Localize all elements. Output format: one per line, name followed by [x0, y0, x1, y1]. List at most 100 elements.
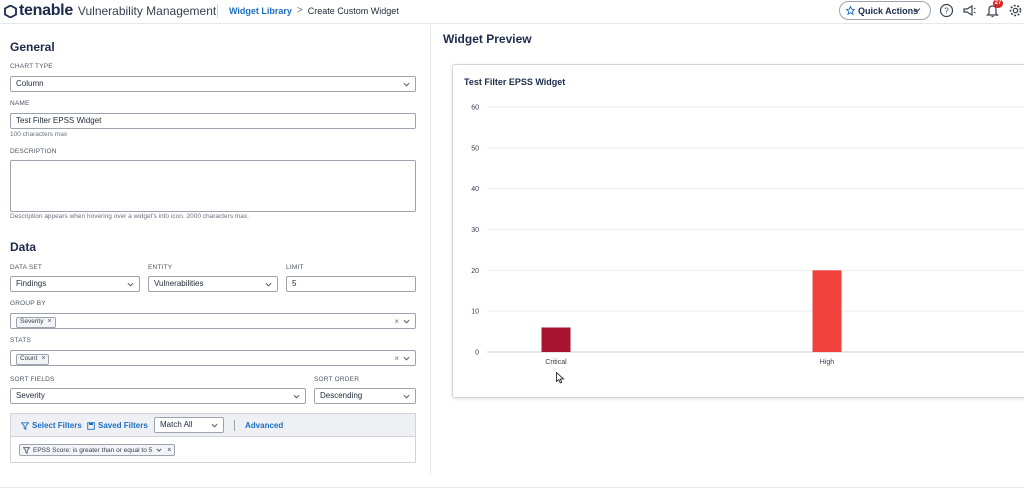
chevron-down-icon	[913, 8, 921, 13]
top-bar: tenable Vulnerability Management Widget …	[0, 0, 1024, 24]
data-set-value: Findings	[16, 279, 47, 288]
svg-text:?: ?	[944, 7, 949, 16]
chart-type-select[interactable]: Column	[10, 76, 416, 92]
quick-actions-button[interactable]: Quick Actions	[839, 1, 931, 20]
gear-icon[interactable]	[1008, 3, 1023, 18]
saved-filters-button[interactable]: Saved Filters	[87, 421, 148, 430]
help-icon[interactable]: ?	[939, 3, 954, 18]
advanced-filter-link[interactable]: Advanced	[245, 421, 283, 430]
tenable-logo[interactable]: tenable Vulnerability Management	[4, 2, 216, 20]
sort-fields-value: Severity	[16, 391, 45, 400]
chart-type-value: Column	[16, 79, 44, 88]
remove-chip-icon[interactable]: ×	[47, 318, 52, 325]
chevron-down-icon	[211, 423, 218, 428]
entity-value: Vulnerabilities	[154, 279, 204, 288]
clear-icon[interactable]: ×	[394, 317, 399, 326]
select-filters-label: Select Filters	[32, 421, 82, 430]
y-tick-label: 30	[471, 227, 479, 234]
y-tick-label: 60	[471, 105, 479, 112]
match-select-value: Match All	[160, 420, 193, 429]
chevron-down-icon	[403, 394, 410, 399]
entity-label: ENTITY	[148, 264, 173, 271]
data-set-select[interactable]: Findings	[10, 276, 140, 292]
sort-order-value: Descending	[320, 391, 363, 400]
limit-label: LIMIT	[286, 264, 304, 271]
description-label: DESCRIPTION	[10, 148, 57, 155]
stats-label: STATS	[10, 337, 31, 344]
bell-icon[interactable]	[985, 3, 1000, 18]
sort-fields-select[interactable]: Severity	[10, 388, 306, 404]
panel-divider	[430, 25, 431, 475]
footer-divider	[0, 487, 1024, 488]
x-tick-label: High	[820, 359, 835, 366]
active-filter-label: EPSS Score: is greater than or equal to …	[33, 446, 153, 454]
y-tick-label: 0	[475, 350, 479, 357]
group-by-chip[interactable]: Severity ×	[16, 316, 56, 328]
saved-filters-label: Saved Filters	[98, 421, 148, 430]
name-help-text: 100 characters max	[10, 131, 68, 138]
bar-critical[interactable]	[541, 327, 571, 353]
remove-filter-icon[interactable]: ×	[167, 446, 172, 454]
general-section-title: General	[10, 40, 55, 54]
remove-chip-icon[interactable]: ×	[41, 355, 46, 362]
header-divider	[217, 4, 218, 18]
notification-count-badge: 27	[993, 0, 1003, 8]
stats-chip-label: Count	[20, 355, 38, 362]
chevron-down-icon[interactable]	[156, 447, 162, 453]
group-by-label: GROUP BY	[10, 300, 46, 307]
filter-icon	[21, 421, 29, 430]
y-tick-label: 40	[471, 186, 479, 193]
entity-select[interactable]: Vulnerabilities	[148, 276, 278, 292]
widget-preview-card: 0 10 20 30 40 50 60 Critical High Test Filter EP…	[452, 64, 1024, 398]
chevron-down-icon	[403, 82, 410, 87]
sort-fields-label: SORT FIELDS	[10, 376, 55, 383]
breadcrumb: Widget Library > Create Custom Widget	[229, 5, 399, 16]
active-filters-area: EPSS Score: is greater than or equal to …	[10, 437, 416, 463]
description-help-text: Description appears when hovering over a…	[10, 213, 249, 220]
group-by-chip-label: Severity	[20, 318, 44, 325]
chevron-down-icon	[403, 319, 410, 324]
data-set-label: DATA SET	[10, 264, 43, 271]
chevron-down-icon	[403, 356, 410, 361]
brand-name: tenable	[19, 2, 73, 19]
clear-icon[interactable]: ×	[394, 354, 399, 363]
description-textarea[interactable]	[10, 160, 416, 212]
y-tick-label: 50	[471, 145, 479, 152]
tenable-logo-icon	[4, 3, 17, 19]
stats-chip[interactable]: Count ×	[16, 353, 50, 365]
filter-icon	[23, 446, 30, 454]
breadcrumb-separator: >	[296, 5, 303, 16]
widget-preview-title: Widget Preview	[443, 32, 532, 46]
sort-order-label: SORT ORDER	[314, 376, 360, 383]
sort-order-select[interactable]: Descending	[314, 388, 416, 404]
name-label: NAME	[10, 100, 30, 107]
x-tick-label: Critical	[545, 359, 567, 366]
bar-high[interactable]	[812, 270, 842, 352]
mouse-cursor-icon	[556, 372, 565, 384]
column-chart: 0 10 20 30 40 50 60 Critical High	[471, 105, 1024, 366]
save-icon	[87, 421, 95, 430]
breadcrumb-current: Create Custom Widget	[307, 5, 399, 16]
name-input[interactable]: Test Filter EPSS Widget	[10, 113, 416, 129]
active-filter-chip[interactable]: EPSS Score: is greater than or equal to …	[19, 444, 176, 456]
chevron-down-icon	[127, 282, 134, 287]
breadcrumb-widget-library[interactable]: Widget Library	[229, 5, 292, 16]
chevron-down-icon	[265, 282, 272, 287]
data-section-title: Data	[10, 240, 37, 254]
quick-actions-label: Quick Actions	[858, 5, 919, 16]
limit-input-value: 5	[292, 279, 297, 288]
advanced-label: Advanced	[245, 421, 284, 430]
name-input-value: Test Filter EPSS Widget	[16, 116, 102, 125]
stats-select[interactable]: Count × ×	[10, 350, 416, 366]
widget-title: Test Filter EPSS Widget	[464, 77, 566, 87]
chevron-down-icon	[293, 394, 300, 399]
y-tick-label: 20	[471, 268, 479, 275]
group-by-select[interactable]: Severity × ×	[10, 313, 416, 329]
select-filters-button[interactable]: Select Filters	[21, 421, 82, 430]
announcements-icon[interactable]	[962, 3, 977, 18]
product-name: Vulnerability Management	[77, 4, 217, 18]
widget-form-panel: General CHART TYPE Column NAME Test Filt…	[0, 25, 430, 475]
limit-input[interactable]: 5	[286, 276, 416, 292]
star-icon	[846, 6, 855, 15]
match-select[interactable]: Match All	[154, 417, 224, 433]
